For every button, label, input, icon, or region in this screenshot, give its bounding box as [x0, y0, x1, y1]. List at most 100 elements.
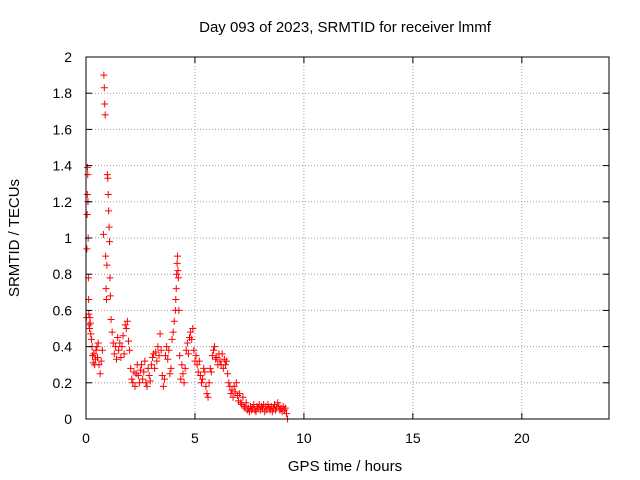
data-point — [213, 353, 221, 361]
data-point — [131, 382, 139, 390]
data-point — [101, 111, 109, 119]
data-point — [83, 191, 91, 199]
data-point — [151, 364, 159, 372]
data-point — [106, 292, 114, 300]
data-point — [102, 285, 110, 293]
y-tick-label: 1.2 — [53, 194, 73, 210]
data-point — [104, 174, 112, 182]
y-axis-label: SRMTID / TECUs — [6, 179, 23, 297]
data-point — [200, 364, 208, 372]
data-point — [218, 350, 226, 358]
data-point — [118, 343, 126, 351]
data-point — [105, 207, 113, 215]
data-point — [106, 238, 114, 246]
data-point — [172, 285, 180, 293]
data-point — [199, 375, 207, 383]
data-point — [119, 332, 127, 340]
data-point — [83, 210, 91, 218]
data-points — [82, 71, 292, 423]
data-point — [183, 339, 191, 347]
data-point — [182, 346, 190, 354]
data-point — [108, 328, 116, 336]
chart-title: Day 093 of 2023, SRMTID for receiver lmm… — [199, 19, 492, 36]
data-point — [87, 330, 95, 338]
data-point — [208, 352, 216, 360]
data-point — [85, 325, 93, 332]
data-point — [209, 346, 217, 354]
data-point — [140, 368, 148, 376]
data-point — [207, 368, 215, 376]
data-point — [264, 401, 272, 409]
data-point — [169, 328, 177, 336]
data-point — [174, 252, 182, 260]
data-point — [281, 404, 289, 412]
data-point — [98, 346, 106, 354]
data-point — [181, 364, 189, 372]
data-point — [110, 350, 118, 358]
data-point — [219, 364, 227, 372]
data-point — [103, 261, 111, 269]
data-point — [152, 348, 160, 356]
data-point — [160, 375, 168, 383]
data-point — [194, 368, 202, 376]
data-point — [83, 245, 91, 253]
data-point — [84, 171, 92, 179]
data-point — [193, 361, 201, 369]
data-point — [135, 379, 143, 387]
data-point — [154, 343, 162, 351]
data-point — [96, 370, 104, 378]
data-point — [93, 343, 101, 351]
x-axis-label: GPS time / hours — [288, 458, 402, 475]
y-tick-label: 1.8 — [53, 85, 73, 101]
data-point — [143, 382, 151, 390]
data-point — [174, 274, 182, 282]
data-point — [102, 296, 110, 304]
data-point — [274, 399, 282, 407]
data-point — [172, 296, 180, 304]
data-point — [139, 375, 147, 383]
data-point — [90, 350, 98, 358]
data-point — [159, 382, 167, 390]
data-point — [173, 259, 181, 267]
data-point — [158, 372, 166, 380]
data-point — [239, 393, 247, 401]
data-point — [156, 330, 164, 338]
data-point — [268, 408, 276, 416]
data-point — [202, 382, 210, 390]
data-point — [170, 317, 178, 325]
data-point — [204, 393, 212, 401]
data-point — [92, 346, 100, 354]
data-point — [195, 357, 203, 365]
data-point — [203, 390, 211, 398]
data-point — [145, 372, 153, 380]
data-point — [122, 325, 130, 332]
data-point — [188, 335, 196, 343]
data-point — [177, 375, 185, 383]
data-point — [252, 408, 260, 416]
x-tick-label: 20 — [514, 430, 530, 446]
data-point — [225, 379, 233, 387]
data-point — [148, 353, 156, 361]
data-point — [155, 352, 163, 360]
data-point — [89, 359, 97, 367]
data-point — [216, 357, 224, 365]
data-point — [179, 370, 187, 378]
data-point — [206, 364, 214, 372]
y-tick-label: 1.6 — [53, 121, 73, 137]
data-point — [121, 321, 129, 329]
x-tick-label: 0 — [82, 430, 90, 446]
data-point — [142, 379, 150, 387]
data-point — [282, 410, 290, 418]
data-point — [205, 379, 213, 387]
data-point — [230, 382, 238, 390]
data-point — [189, 325, 197, 332]
data-point — [115, 346, 123, 354]
data-point — [196, 372, 204, 380]
data-point — [212, 355, 220, 363]
data-point — [120, 350, 128, 358]
data-point — [240, 402, 248, 410]
data-point — [128, 375, 136, 383]
data-point — [270, 401, 278, 409]
data-point — [157, 346, 165, 354]
